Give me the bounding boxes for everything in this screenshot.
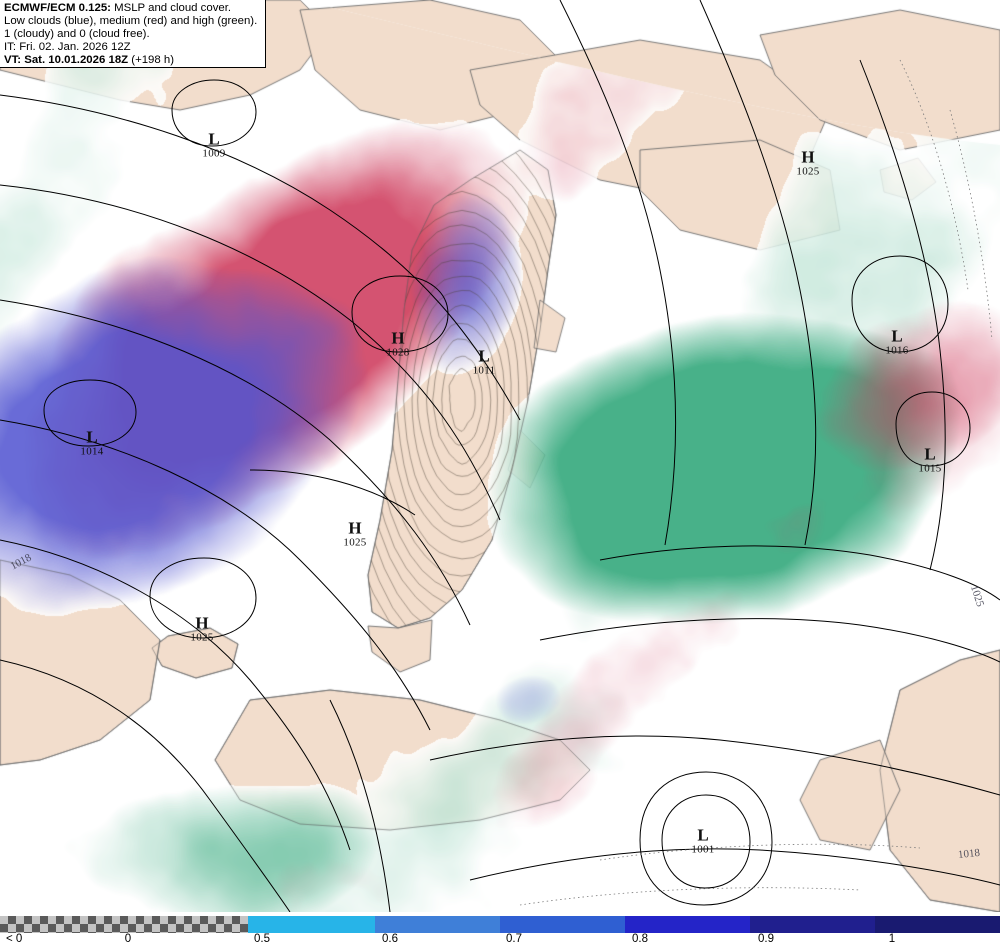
map-area[interactable]: L 1009 H 1025 H 1028 L 1011 L 1016 L 1014 L 1015 H 1025… xyxy=(0,0,1000,912)
isobar-line xyxy=(249,469,416,516)
legend-init-time: IT: Fri. 02. Jan. 2026 12Z xyxy=(4,41,131,53)
legend-title-rest: MSLP and cloud cover. xyxy=(110,2,232,14)
cloud-cover-map-canvas[interactable] xyxy=(0,0,1000,912)
colorbar-tick: 0.8 xyxy=(632,933,648,945)
legend-valid-lead: (+198 h) xyxy=(128,54,175,66)
colorbar-segment xyxy=(875,916,1000,933)
isobar-line xyxy=(859,59,946,571)
isobar-line xyxy=(519,887,861,906)
colorbar-tick: 0.9 xyxy=(758,933,774,945)
isobar-line xyxy=(149,557,257,639)
colorbar-segment xyxy=(625,916,750,933)
isobar-line xyxy=(429,735,1000,796)
isobar-line xyxy=(0,184,501,521)
colorbar-segment xyxy=(500,916,625,933)
map-overlay-vectors xyxy=(0,0,1000,912)
legend-model-label: ECMWF/ECM 0.125: xyxy=(4,2,111,14)
isobar-line xyxy=(851,255,949,353)
isobar-line xyxy=(171,79,257,147)
isobar-line xyxy=(895,391,971,467)
colorbar-segment xyxy=(750,916,875,933)
isobar-line xyxy=(469,848,1000,886)
legend-line-scale: 1 (cloudy) and 0 (cloud free). xyxy=(4,28,150,40)
colorbar-tick: 1 xyxy=(888,933,896,945)
legend-line-model: ECMWF/ECM 0.125: MSLP and cloud cover. xyxy=(4,2,262,15)
colorbar-tick: 0.5 xyxy=(254,933,270,945)
colorbar-segment xyxy=(248,916,375,933)
legend-title-box: ECMWF/ECM 0.125: MSLP and cloud cover. L… xyxy=(0,0,266,68)
isobar-line xyxy=(539,618,1000,663)
colorbar-transparent-region xyxy=(0,916,248,933)
isobar-line xyxy=(639,771,773,906)
isobar-line xyxy=(351,275,449,353)
isobar-line xyxy=(599,843,921,861)
isobar-line xyxy=(43,379,137,447)
colorbar-tick-labels: < 0 0 0.5 0.6 0.7 0.8 0.9 1 xyxy=(0,933,1000,945)
colorbar-tick: < 0 xyxy=(6,933,23,945)
isobar-line xyxy=(899,59,969,291)
isobar-line xyxy=(0,659,291,912)
isobar-line xyxy=(699,0,817,546)
isobar-line xyxy=(949,109,993,341)
isobar-line xyxy=(0,94,521,421)
isobar-line xyxy=(599,545,1000,601)
isobar-line xyxy=(559,0,677,546)
colorbar-tick: 0 xyxy=(124,933,132,945)
colorbar-tick: 0.7 xyxy=(506,933,522,945)
colorbar-strip xyxy=(0,916,1000,933)
isobar-line xyxy=(329,699,391,912)
colorbar-tick: 0.6 xyxy=(382,933,398,945)
colorbar-segment xyxy=(375,916,500,933)
isobar-line xyxy=(0,419,431,731)
colorbar: < 0 0 0.5 0.6 0.7 0.8 0.9 1 xyxy=(0,912,1000,945)
isobar-line xyxy=(0,539,351,851)
isobar-line xyxy=(661,794,751,889)
isobar-line xyxy=(0,299,471,626)
legend-line-clouds: Low clouds (blue), medium (red) and high… xyxy=(4,15,258,27)
legend-line-valid: VT: Sat. 10.01.2026 18Z (+198 h) xyxy=(4,54,262,67)
legend-valid-label: VT: Sat. 10.01.2026 18Z xyxy=(4,54,129,66)
